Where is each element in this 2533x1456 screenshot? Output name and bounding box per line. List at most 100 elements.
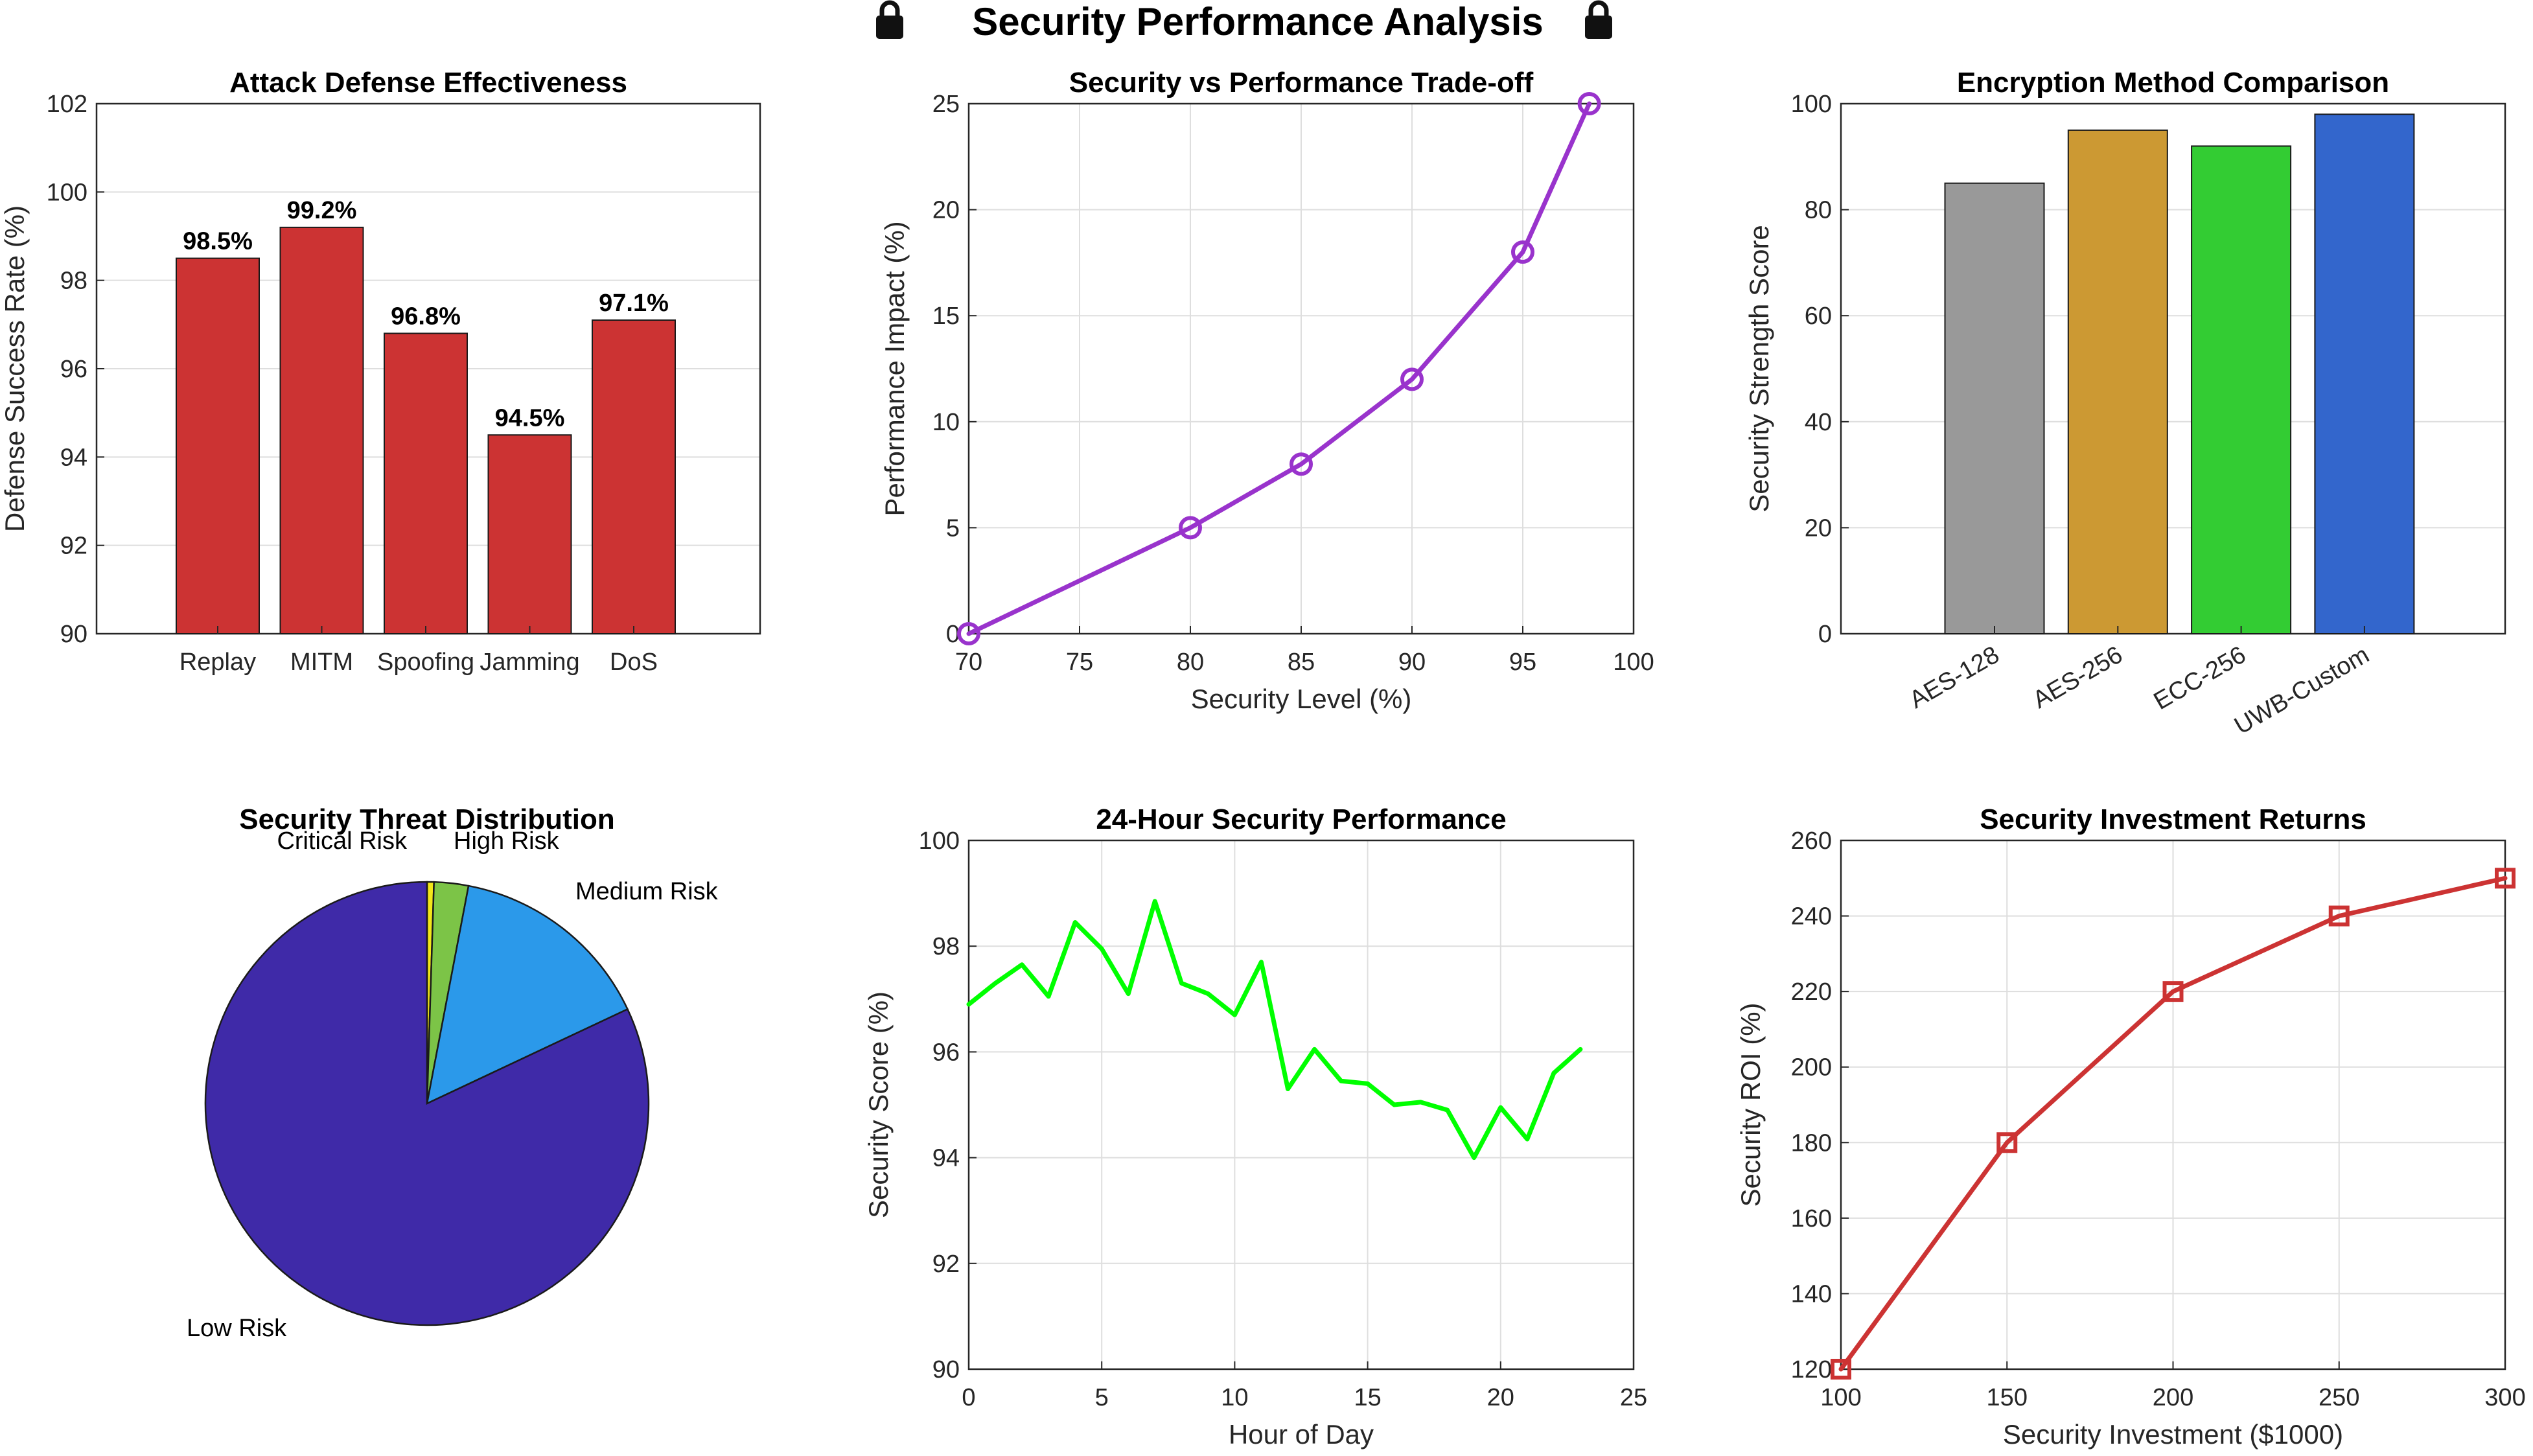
axes-frame: [1840, 102, 2506, 635]
grid: [968, 840, 1634, 1370]
x-tick-label: 100: [1613, 649, 1654, 676]
bar-value-label: 96.8%: [391, 303, 461, 330]
x-tick-label: 75: [1066, 649, 1093, 676]
y-axis-label: Performance Impact (%): [879, 221, 910, 516]
x-axis-label: Security Investment ($1000): [2003, 1419, 2343, 1450]
hourly-panel: 90 92 94 96 98 100 0 5 10 15 20 25 24-Hour Security …: [863, 803, 1647, 1450]
y-tick-label: 20: [1805, 514, 1832, 542]
y-tick-label: 92: [60, 533, 87, 560]
x-tick-label: 10: [1221, 1384, 1248, 1411]
y-tick-label: 0: [946, 621, 960, 648]
y-tick-label: 140: [1791, 1280, 1832, 1308]
y-tick-label: 20: [932, 197, 960, 224]
x-tick-label: 20: [1487, 1384, 1514, 1411]
slice-label: Critical Risk: [277, 827, 408, 855]
axes-frame: [967, 839, 1635, 1370]
x-tick-label: AES-128: [1905, 641, 2004, 713]
y-tick-label: 220: [1791, 978, 1832, 1006]
roi-panel: 120 140 160 180 200 220 240 260 100 150 200 250 300 S…: [1735, 803, 2526, 1450]
y-tick-label: 96: [932, 1039, 960, 1066]
y-tick-label: 90: [932, 1356, 960, 1383]
bar: [2191, 145, 2292, 634]
pie-slice: [204, 881, 650, 1326]
series-line: [1838, 875, 2508, 1372]
slice-label: Medium Risk: [575, 878, 719, 905]
x-tick-label: 80: [1177, 649, 1204, 676]
bar: [279, 226, 364, 635]
x-tick-label: 300: [2484, 1384, 2525, 1411]
bar: [176, 257, 260, 635]
y-tick-label: 260: [1791, 827, 1832, 855]
x-tick-label: Jamming: [480, 649, 579, 676]
y-tick-label: 96: [60, 356, 87, 383]
data-point: [1996, 1132, 2018, 1153]
x-tick-label: Replay: [179, 649, 256, 676]
encryption-panel: 0 20 40 60 80 100 Encryption Method Comparison…: [1744, 67, 2506, 740]
lock-icon: [1585, 0, 1612, 39]
grid: [1840, 840, 2506, 1370]
x-tick-label: 100: [1820, 1384, 1861, 1411]
y-tick-label: 100: [47, 179, 87, 206]
x-tick-label: ECC-256: [2149, 641, 2250, 715]
y-axis-label: Security Strength Score: [1744, 225, 1774, 513]
data-point: [1511, 240, 1534, 264]
pie-slice: [426, 884, 629, 1105]
slice-label: High Risk: [454, 827, 560, 855]
x-tick-label: AES-256: [2028, 641, 2127, 713]
y-tick-label: 5: [946, 514, 960, 542]
x-tick-label: 250: [2319, 1384, 2359, 1411]
data-point: [2162, 981, 2184, 1002]
data-point: [1290, 452, 1313, 476]
y-tick-label: 80: [1805, 197, 1832, 224]
data-point: [1179, 516, 1202, 540]
x-tick-label: 85: [1288, 649, 1315, 676]
data-point: [957, 622, 980, 645]
bar: [1944, 182, 2045, 634]
panel-title: Security Investment Returns: [1980, 803, 2366, 835]
grid: [968, 103, 1634, 634]
data-point: [1400, 367, 1424, 391]
data-point: [1831, 1359, 1851, 1380]
y-tick-label: 10: [932, 409, 960, 436]
y-tick-label: 90: [60, 621, 87, 648]
y-tick-label: 120: [1791, 1356, 1832, 1383]
x-tick-label: 0: [962, 1384, 975, 1411]
x-tick-label: DoS: [610, 649, 658, 676]
data-point: [2495, 868, 2516, 889]
figure-title: Security Performance Analysis: [876, 0, 1612, 43]
y-tick-label: 40: [1805, 409, 1832, 436]
panel-title: Security vs Performance Trade-off: [1069, 67, 1534, 98]
x-tick-label: 150: [1987, 1384, 2028, 1411]
panel-title: Security Threat Distribution: [239, 803, 614, 835]
y-tick-label: 100: [919, 827, 960, 855]
series-line: [966, 899, 1583, 1161]
attack-defense-panel: 90 92 94 96 98 100 102 Attack Defense Effective…: [0, 67, 761, 676]
y-tick-label: 60: [1805, 303, 1832, 330]
x-tick-label: 15: [1354, 1384, 1381, 1411]
y-axis-label: Security ROI (%): [1735, 1002, 1766, 1207]
bar-value-label: 98.5%: [183, 228, 253, 255]
y-tick-label: 102: [47, 91, 87, 118]
series-line: [966, 101, 1592, 636]
y-tick-label: 180: [1791, 1129, 1832, 1157]
x-tick-label: 95: [1509, 649, 1536, 676]
bar: [384, 332, 468, 634]
bar-value-label: 99.2%: [287, 197, 357, 224]
panel-title: Attack Defense Effectiveness: [229, 67, 627, 98]
y-tick-label: 98: [932, 933, 960, 960]
x-axis-label: Security Level (%): [1191, 684, 1412, 714]
panel-title: 24-Hour Security Performance: [1096, 803, 1506, 835]
slice-label: Low Risk: [187, 1315, 287, 1342]
data-point: [1577, 92, 1601, 115]
bar: [592, 319, 676, 634]
y-tick-label: 94: [60, 444, 87, 471]
x-axis-label: Hour of Day: [1229, 1419, 1374, 1450]
lock-icon: [876, 0, 903, 39]
y-tick-label: 98: [60, 268, 87, 295]
x-tick-label: 200: [2153, 1384, 2193, 1411]
bar: [487, 434, 572, 634]
x-tick-label: 25: [1620, 1384, 1647, 1411]
data-point: [2328, 905, 2350, 927]
y-tick-label: 92: [932, 1251, 960, 1278]
tradeoff-panel: 0 5 10 15 20 25 70 75 80 85 90 95 100 Security vs Per…: [879, 67, 1654, 714]
